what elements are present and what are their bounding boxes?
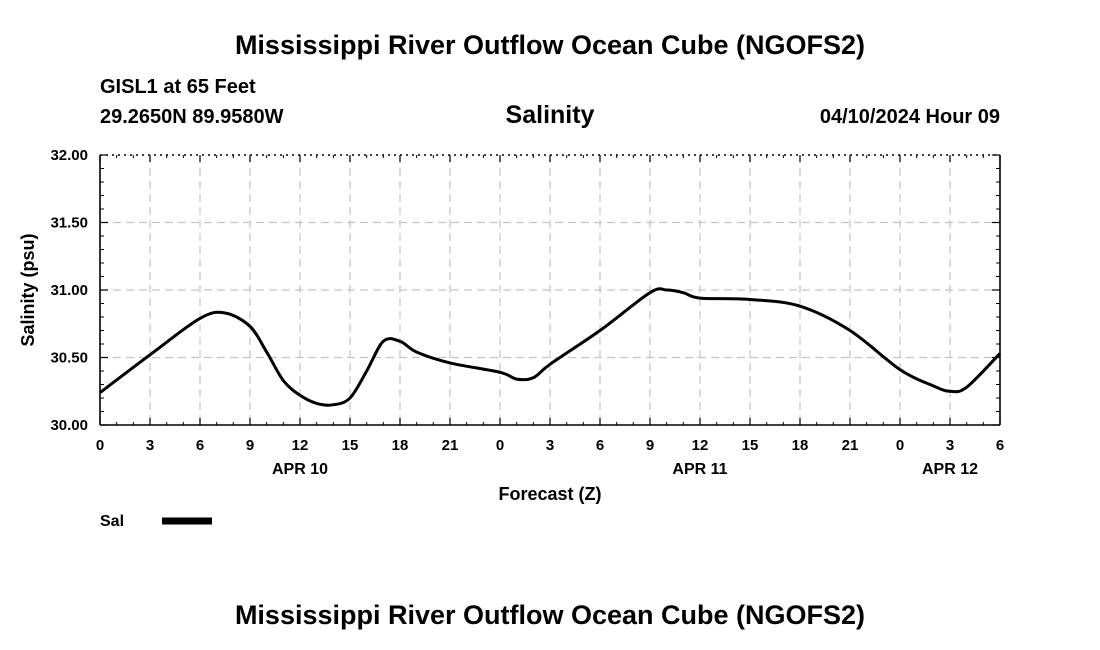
x-tick-label: 12 [292,437,309,454]
x-tick-label: 18 [792,437,809,454]
x-tick-label: 21 [442,437,459,454]
x-tick-label: 18 [392,437,409,454]
x-tick-label: 15 [742,437,759,454]
x-tick-label: 0 [896,437,904,454]
y-tick-label: 30.00 [50,417,88,434]
series-line-sal [99,287,1002,407]
x-tick-label: 6 [996,437,1004,454]
y-axis-label: Salinity (psu) [18,233,38,346]
x-tick-label: 0 [496,437,504,454]
x-axis-label: Forecast (Z) [498,484,601,504]
x-tick-label: 3 [546,437,554,454]
y-tick-label: 31.50 [50,215,88,232]
date-label: APR 12 [922,461,978,478]
salinity-chart: 0 3 6 9 12 15 18 21 0 3 6 9 12 15 18 21 0 3 6 30.00 30.50 31.… [18,147,1004,530]
x-tick-label: 9 [246,437,254,454]
date-label: APR 11 [672,461,727,478]
x-tick-label: 6 [196,437,204,454]
x-tick-label: 15 [342,437,359,454]
x-tick-label: 0 [96,437,104,454]
x-tick-label: 3 [146,437,154,454]
x-tick-label: 3 [946,437,954,454]
x-tick-label: 6 [596,437,604,454]
forecast-datetime: 04/10/2024 Hour 09 [819,106,1000,128]
page-title: Mississippi River Outflow Ocean Cube (NG… [234,30,866,60]
y-tick-label: 31.00 [50,282,88,299]
station-coords: 29.2650N 89.9580W [100,106,284,128]
y-tick-label: 30.50 [50,350,88,367]
x-tick-label: 9 [646,437,654,454]
station-name: GISL1 at 65 Feet [100,76,256,98]
chart-title: Salinity [505,101,595,129]
x-tick-label: 12 [692,437,709,454]
legend-label: Sal [100,513,124,530]
x-tick-label: 21 [842,437,859,454]
y-tick-label: 32.00 [50,147,88,164]
date-label: APR 10 [272,461,328,478]
footer-title: Mississippi River Outflow Ocean Cube (NG… [234,600,866,630]
